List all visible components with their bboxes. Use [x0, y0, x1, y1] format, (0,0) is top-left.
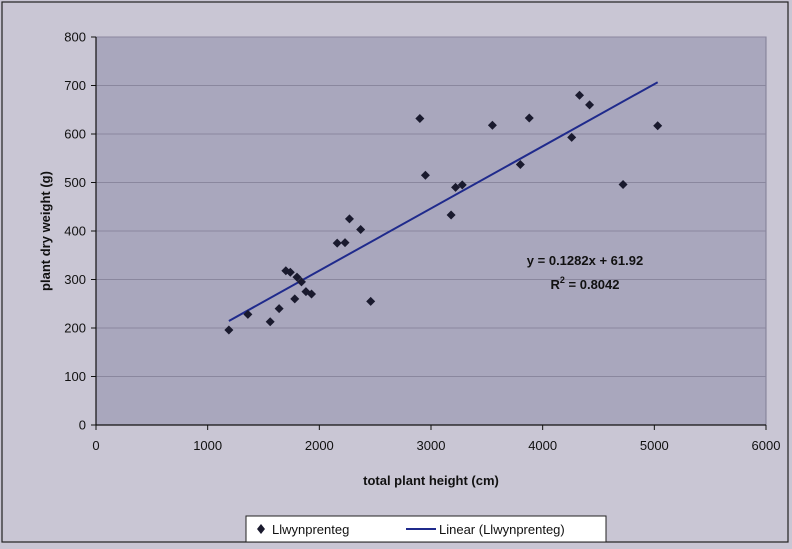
data-point — [292, 272, 302, 282]
y-tick-label: 500 — [64, 175, 86, 190]
y-tick-label: 100 — [64, 369, 86, 384]
data-point — [575, 90, 585, 100]
data-point — [524, 113, 534, 123]
trendline-equation: y = 0.1282x + 61.92 — [527, 253, 643, 268]
legend-series-label: Llwynprenteg — [272, 522, 349, 537]
data-point — [285, 267, 295, 277]
data-point — [340, 238, 350, 248]
axes — [91, 36, 767, 430]
x-tick-label: 3000 — [417, 438, 446, 453]
y-tick-label: 0 — [79, 418, 86, 433]
data-point — [274, 304, 284, 314]
legend: Llwynprenteg Linear (Llwynprenteg) — [245, 515, 607, 543]
r-squared-value: = 0.8042 — [565, 277, 620, 292]
gridlines — [96, 36, 766, 377]
data-point — [356, 225, 366, 235]
r-squared-prefix: R — [551, 277, 561, 292]
x-tick-label: 2000 — [305, 438, 334, 453]
x-tick-label: 0 — [92, 438, 99, 453]
data-point — [585, 100, 595, 110]
y-axis-tick-labels: 0 100 200 300 400 500 600 700 800 — [64, 30, 86, 433]
y-tick-label: 600 — [64, 127, 86, 142]
x-tick-label: 6000 — [752, 438, 781, 453]
data-point — [457, 180, 467, 190]
x-tick-label: 4000 — [528, 438, 557, 453]
legend-diamond-marker-icon — [257, 524, 265, 534]
y-tick-label: 400 — [64, 224, 86, 239]
r-squared-label: R2 = 0.8042 — [551, 275, 620, 292]
data-point — [332, 238, 342, 248]
y-axis-title: plant dry weight (g) — [38, 171, 53, 291]
y-tick-label: 200 — [64, 321, 86, 336]
y-tick-label: 700 — [64, 78, 86, 93]
r-squared-superscript: 2 — [560, 275, 565, 285]
x-axis-tick-labels: 0 1000 2000 3000 4000 5000 6000 — [92, 438, 780, 453]
y-tick-label: 300 — [64, 272, 86, 287]
data-point — [307, 289, 317, 299]
x-axis-title: total plant height (cm) — [363, 473, 499, 488]
x-tick-label: 1000 — [193, 438, 222, 453]
data-point — [296, 277, 306, 287]
data-point — [451, 182, 461, 192]
legend-trendline-label: Linear (Llwynprenteg) — [439, 522, 565, 537]
data-point — [415, 113, 425, 123]
data-point — [366, 296, 376, 306]
data-point — [446, 210, 456, 220]
data-point — [487, 120, 497, 130]
data-point — [344, 214, 354, 224]
data-point — [653, 121, 663, 131]
data-points — [224, 90, 663, 335]
data-point — [224, 325, 234, 335]
data-point — [243, 309, 253, 319]
data-point — [618, 179, 628, 189]
data-point — [290, 294, 300, 304]
data-point — [420, 170, 430, 180]
data-point — [567, 132, 577, 142]
x-tick-label: 5000 — [640, 438, 669, 453]
data-point — [265, 317, 275, 327]
y-tick-label: 800 — [64, 30, 86, 45]
data-point — [515, 160, 525, 170]
